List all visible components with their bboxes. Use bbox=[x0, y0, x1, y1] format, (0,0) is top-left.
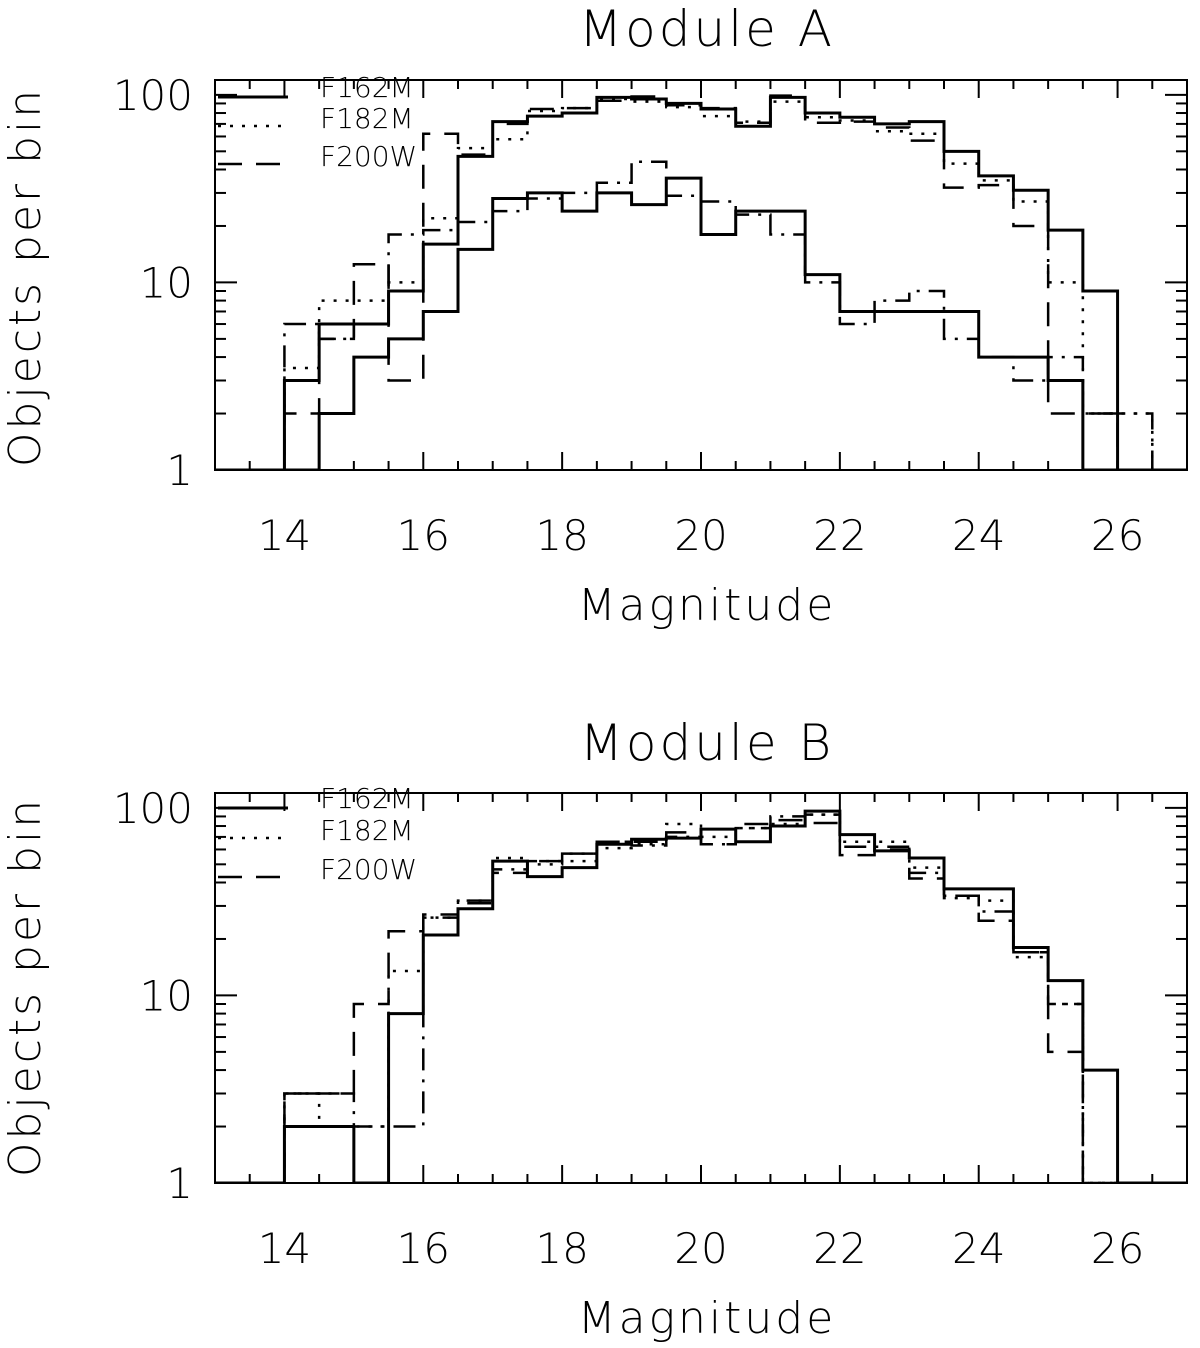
x-tick-label: 18 bbox=[535, 1224, 588, 1273]
series-unlabeled-4-line bbox=[215, 160, 1187, 470]
x-tick-label: 22 bbox=[813, 1224, 866, 1273]
x-tick-label: 22 bbox=[813, 511, 866, 560]
y-tick-label: 10 bbox=[140, 258, 193, 307]
x-tick-label: 20 bbox=[674, 1224, 727, 1273]
legend-label-f162m: F162M bbox=[320, 782, 414, 815]
legend-label-f182m: F182M bbox=[320, 102, 414, 135]
x-tick-label: 18 bbox=[535, 511, 588, 560]
chart-title: Module B bbox=[580, 714, 834, 772]
x-tick-label: 16 bbox=[397, 511, 450, 560]
y-tick-label: 10 bbox=[140, 971, 193, 1020]
y-tick-label: 100 bbox=[113, 784, 193, 833]
y-tick-label: 100 bbox=[113, 71, 193, 120]
chart-title: Module A bbox=[579, 0, 835, 58]
panel-module-b: Module B Magnitude Objects per bin F162M… bbox=[0, 714, 1188, 1344]
legend: F162M F182M F200W bbox=[320, 71, 417, 173]
y-axis-label: Objects per bin bbox=[0, 87, 51, 467]
series-unlabeled-3-line bbox=[215, 813, 1187, 1183]
x-tick-label: 14 bbox=[258, 511, 311, 560]
legend-label-f162m: F162M bbox=[320, 71, 414, 104]
x-tick-label: 26 bbox=[1091, 511, 1144, 560]
legend-label-f200w: F200W bbox=[320, 853, 417, 886]
y-tick-label: 1 bbox=[166, 1159, 193, 1208]
legend: F162M F182M F200W bbox=[320, 782, 417, 886]
panel-module-a: Module A Magnitude Objects per bin F162M… bbox=[0, 0, 1188, 631]
x-tick-label: 20 bbox=[674, 511, 727, 560]
x-tick-label: 26 bbox=[1091, 1224, 1144, 1273]
y-axis-label: Objects per bin bbox=[0, 797, 51, 1177]
legend-label-f200w: F200W bbox=[320, 140, 417, 173]
x-axis-label: Magnitude bbox=[578, 1293, 837, 1344]
x-tick-label: 24 bbox=[952, 1224, 1005, 1273]
x-axis-label: Magnitude bbox=[578, 580, 837, 631]
plot-frame bbox=[214, 792, 1188, 1184]
legend-label-f182m: F182M bbox=[320, 814, 414, 847]
y-tick-label: 1 bbox=[166, 446, 193, 495]
x-tick-label: 24 bbox=[952, 511, 1005, 560]
series-f200w-line bbox=[215, 94, 1187, 470]
x-tick-label: 16 bbox=[397, 1224, 450, 1273]
x-tick-label: 14 bbox=[258, 1224, 311, 1273]
plot-frame bbox=[214, 79, 1188, 471]
